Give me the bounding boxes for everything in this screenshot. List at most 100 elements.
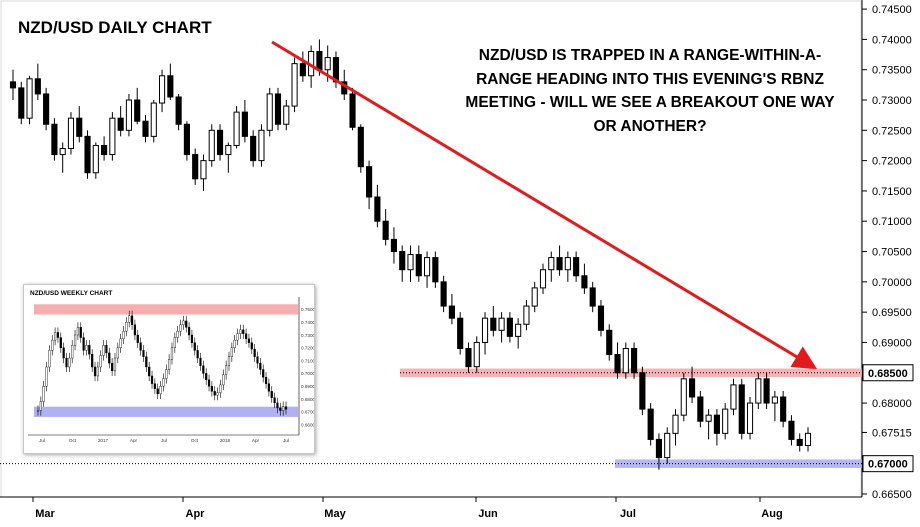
price-tick-label: 0.66500	[872, 489, 912, 501]
inset-candle-up	[36, 410, 40, 412]
inset-candle-up	[182, 320, 185, 325]
inset-candle-down	[267, 383, 270, 392]
candle-down	[183, 123, 190, 156]
candle-down	[134, 99, 141, 122]
price-tick-label: 0.74000	[872, 34, 912, 46]
inset-candle-up	[173, 337, 176, 349]
candle-up	[109, 117, 116, 156]
candle-up	[664, 432, 671, 459]
candle-up	[515, 323, 522, 337]
inset-candle-up	[71, 345, 74, 359]
inset-price-label: 0.75000	[301, 307, 314, 312]
inset-candle-down	[139, 342, 142, 351]
inset-candle-up	[48, 350, 51, 368]
inset-candle-up	[128, 315, 131, 323]
inset-candle-down	[56, 332, 60, 338]
candle-down	[490, 317, 497, 331]
chart-annotation: NZD/USD IS TRAPPED IN A RANGE-WITHIN-A-R…	[465, 47, 835, 135]
candle-up	[680, 378, 687, 416]
candle-down	[9, 81, 17, 89]
inset-candle-down	[244, 333, 248, 340]
candle-down	[374, 196, 381, 222]
candle-up	[548, 257, 555, 271]
inset-candle-up	[282, 406, 285, 411]
candle-down	[573, 257, 580, 277]
inset-candle-up	[76, 327, 80, 336]
candle-down	[581, 275, 588, 289]
inset-candle-down	[270, 391, 273, 398]
candle-up	[622, 348, 629, 374]
candle-up	[225, 144, 232, 156]
inset-candle-down	[242, 329, 245, 334]
candle-down	[440, 281, 447, 307]
candle-down	[606, 329, 613, 356]
candle-up	[722, 408, 729, 434]
inset-price-label: 0.66000	[301, 422, 314, 427]
inset-candle-up	[122, 330, 125, 340]
price-tick-label: 0.70500	[872, 247, 912, 259]
candle-up	[158, 75, 166, 104]
candle-down	[382, 220, 389, 240]
candle-up	[266, 93, 273, 131]
price-tick-label: 0.69000	[872, 337, 912, 349]
candle-up	[672, 414, 679, 434]
inset-candle-up	[113, 357, 117, 372]
inset-candle-up	[85, 345, 88, 351]
inset-candle-up	[230, 347, 233, 357]
candle-up	[125, 99, 133, 131]
level-price-label: 0.67000	[868, 459, 908, 471]
candle-down	[763, 378, 770, 404]
inset-candle-down	[133, 324, 137, 336]
price-tick-label: 0.71500	[872, 186, 912, 198]
candle-down	[18, 87, 25, 119]
inset-candle-down	[205, 373, 208, 381]
inset-candle-down	[150, 375, 154, 384]
candle-down	[655, 438, 663, 459]
candle-down	[697, 396, 704, 422]
inset-candle-down	[153, 383, 156, 389]
candle-up	[200, 160, 207, 180]
candle-down	[357, 126, 364, 168]
inset-price-label: 0.71000	[301, 358, 314, 363]
time-tick-label: Jun	[478, 508, 498, 520]
candle-up	[67, 117, 75, 149]
candle-down	[788, 420, 795, 440]
price-tick-label: 0.69500	[872, 307, 912, 319]
inset-candle-up	[216, 392, 219, 396]
candle-down	[390, 238, 398, 253]
inset-candle-down	[247, 338, 251, 343]
candle-down	[614, 354, 621, 374]
candle-up	[523, 305, 530, 325]
candle-up	[705, 414, 712, 422]
inset-time-label: Jul	[39, 438, 45, 443]
inset-candle-down	[93, 366, 97, 377]
candle-up	[283, 105, 290, 125]
candle-down	[631, 348, 638, 374]
candle-up	[258, 129, 265, 162]
price-tick-label: 0.71000	[872, 216, 912, 228]
inset-candle-down	[105, 345, 108, 354]
inset-candle-down	[279, 407, 282, 411]
inset-candle-down	[276, 402, 279, 409]
inset-candle-up	[125, 322, 128, 332]
candle-down	[506, 317, 513, 337]
inset-candle-down	[108, 352, 111, 364]
candle-down	[713, 414, 720, 434]
inset-candle-up	[219, 384, 222, 393]
inset-candle-up	[168, 359, 171, 370]
inset-candle-up	[116, 347, 119, 359]
candle-down	[597, 305, 605, 331]
candle-down	[167, 75, 174, 98]
inset-candle-down	[213, 391, 216, 396]
inset-candle-down	[250, 342, 253, 350]
inset-candle-down	[156, 388, 159, 395]
candle-down	[142, 120, 149, 137]
candle-down	[738, 384, 745, 434]
candle-up	[324, 57, 331, 71]
price-tick-label: 0.68000	[872, 398, 912, 410]
time-tick-label: Jul	[620, 508, 636, 520]
inset-candle-down	[79, 327, 82, 338]
level-price-box	[862, 455, 914, 473]
inset-candle-down	[148, 366, 151, 377]
